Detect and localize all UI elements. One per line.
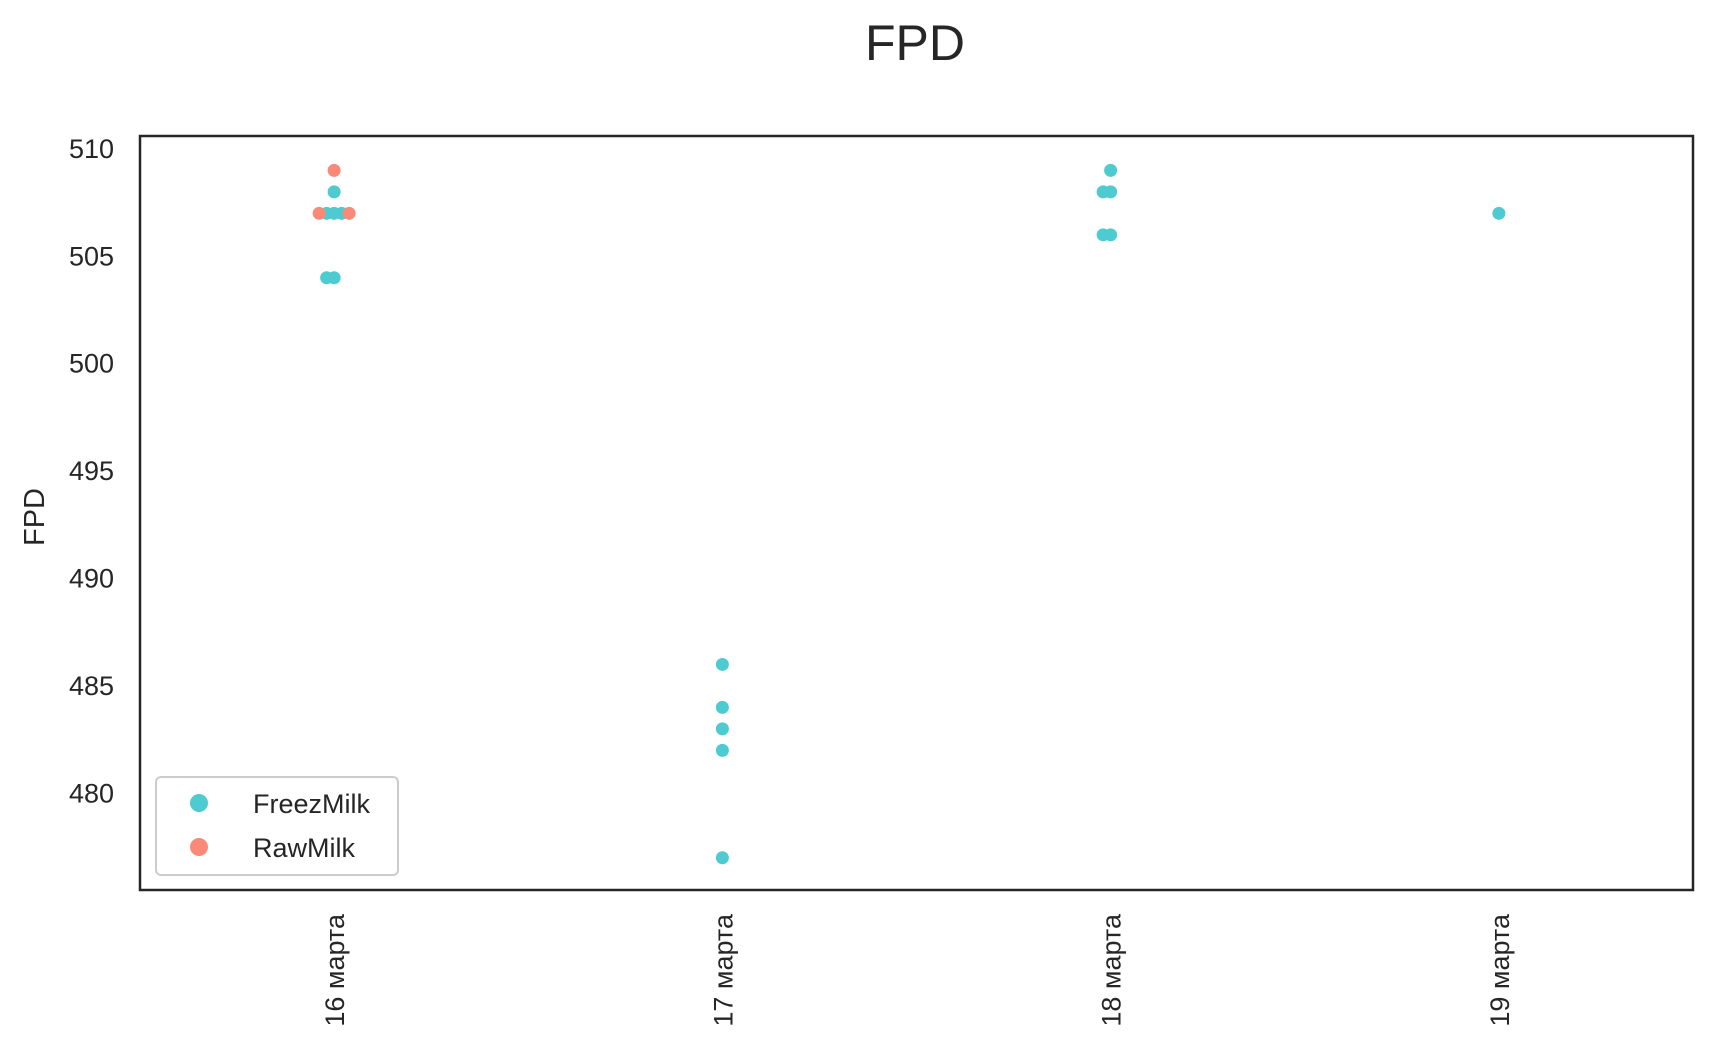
legend-label: FreezMilk xyxy=(253,789,371,819)
data-point-freezmilk xyxy=(1104,163,1118,177)
data-point-freezmilk xyxy=(715,722,729,736)
data-point-rawmilk xyxy=(312,206,326,220)
x-tick-label: 19 марта xyxy=(1485,913,1515,1027)
data-point-freezmilk xyxy=(1096,185,1110,199)
legend-marker xyxy=(190,838,208,856)
y-tick-label: 510 xyxy=(69,134,114,164)
y-tick-label: 500 xyxy=(69,349,114,379)
legend-marker xyxy=(190,794,208,812)
data-points xyxy=(312,163,1506,865)
legend-frame xyxy=(155,776,399,876)
data-point-freezmilk xyxy=(715,851,729,865)
data-point-freezmilk xyxy=(327,185,341,199)
x-axis-ticks: 16 марта 17 марта 18 марта 19 марта xyxy=(320,913,1515,1027)
data-point-freezmilk xyxy=(715,657,729,671)
chart-title: FPD xyxy=(865,15,965,71)
x-tick-label: 16 марта xyxy=(320,913,350,1027)
data-point-freezmilk xyxy=(320,271,334,285)
legend-label: RawMilk xyxy=(253,833,356,863)
y-axis-ticks: 480 485 490 495 500 505 510 xyxy=(69,134,114,808)
data-point-rawmilk xyxy=(342,206,356,220)
data-point-rawmilk xyxy=(327,163,341,177)
y-axis-label: FPD xyxy=(19,488,51,546)
data-point-freezmilk xyxy=(715,700,729,714)
x-tick-label: 18 марта xyxy=(1097,913,1127,1027)
y-tick-label: 485 xyxy=(69,671,114,701)
y-tick-label: 495 xyxy=(69,456,114,486)
y-tick-label: 490 xyxy=(69,564,114,594)
legend: FreezMilk RawMilk xyxy=(155,776,399,876)
plot-frame xyxy=(138,134,1695,892)
x-tick-label: 17 марта xyxy=(708,913,738,1027)
data-point-freezmilk xyxy=(1492,206,1506,220)
data-point-freezmilk xyxy=(1096,228,1110,242)
y-tick-label: 505 xyxy=(69,241,114,271)
data-point-freezmilk xyxy=(715,743,729,757)
y-tick-label: 480 xyxy=(69,778,114,808)
